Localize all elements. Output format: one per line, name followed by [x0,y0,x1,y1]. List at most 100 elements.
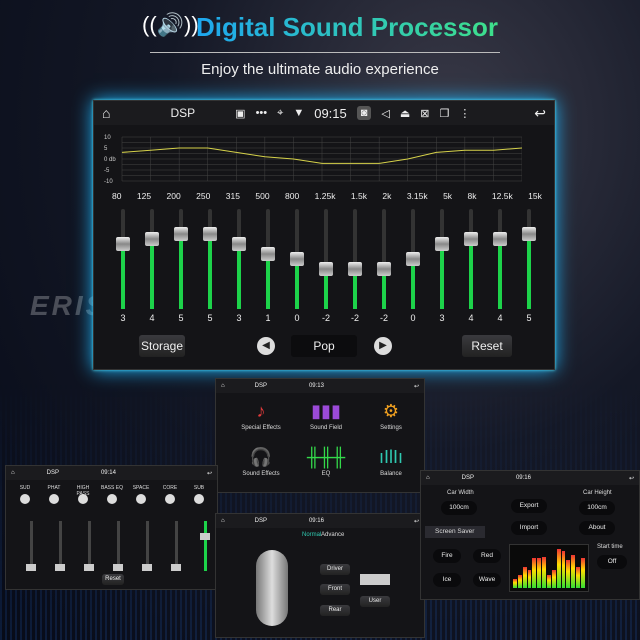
eq-slider[interactable] [319,209,333,309]
home-icon[interactable]: ⌂ [221,383,225,389]
eq-slider[interactable] [377,209,391,309]
home-icon[interactable]: ⌂ [426,475,430,481]
about-button[interactable]: About [579,521,615,535]
saver-wave[interactable]: Wave [473,573,501,587]
slider-handle[interactable] [435,237,449,251]
eq-slider[interactable] [290,209,304,309]
slider-handle[interactable] [493,232,507,246]
channel-slider[interactable] [146,521,149,571]
channel-toggle[interactable] [78,494,88,504]
eq-slider[interactable] [522,209,536,309]
home-icon[interactable]: ⌂ [102,105,111,121]
channel-toggle[interactable] [107,494,117,504]
slider-handle[interactable] [200,533,210,540]
prev-preset-button[interactable]: ◀ [257,337,275,355]
eq-slider[interactable] [348,209,362,309]
start-time-select[interactable]: Off [597,555,627,569]
channel-toggle[interactable] [49,494,59,504]
channel-slider[interactable] [88,521,91,571]
slider-handle[interactable] [406,252,420,266]
back-icon[interactable]: ↩ [206,470,212,477]
more-icon[interactable]: ••• [255,107,268,119]
saver-fire[interactable]: Fire [433,549,461,563]
eq-slider[interactable] [406,209,420,309]
channel-toggle[interactable] [136,494,146,504]
volume-icon[interactable]: ◁ [381,107,390,120]
menu-item-balance[interactable]: ıIlIı Balance [366,447,416,477]
channel-slider[interactable] [30,521,33,571]
eq-slider[interactable] [174,209,188,309]
eq-slider[interactable] [261,209,275,309]
user-button[interactable]: User [360,596,390,607]
car-width-select[interactable]: 100cm [441,501,477,515]
channel-slider[interactable] [175,521,178,571]
slider-handle[interactable] [26,564,36,571]
driver-button[interactable]: Driver [320,564,350,575]
camera-icon[interactable]: ◙ [356,106,372,120]
screen-icon[interactable]: ⊠ [420,107,430,120]
slider-handle[interactable] [203,227,217,241]
window-icon[interactable]: ❐ [439,107,450,120]
reset-button[interactable]: Reset [102,574,124,585]
user-slot[interactable] [360,574,390,585]
eq-slider[interactable] [493,209,507,309]
tab-advance[interactable]: Advance [321,532,345,538]
eq-slider[interactable] [145,209,159,309]
eq-slider[interactable] [116,209,130,309]
channel-toggle[interactable] [20,494,30,504]
eject-icon[interactable]: ⏏ [399,107,411,120]
slider-handle[interactable] [145,232,159,246]
slider-handle[interactable] [84,564,94,571]
front-button[interactable]: Front [320,584,350,595]
slider-handle[interactable] [116,237,130,251]
home-icon[interactable]: ⌂ [221,518,225,524]
eq-slider[interactable] [435,209,449,309]
tab-normal[interactable]: Normal [302,532,322,538]
channel-slider[interactable] [117,521,120,571]
slider-handle[interactable] [174,227,188,241]
menu-item-sound-effects[interactable]: 🎧 Sound Effects [236,447,286,477]
back-icon[interactable]: ↩ [628,475,634,482]
rear-button[interactable]: Rear [320,605,350,616]
eq-slider[interactable] [464,209,478,309]
slider-handle[interactable] [464,232,478,246]
slider-handle[interactable] [55,564,65,571]
reset-button[interactable]: Reset [462,335,512,357]
car-height-select[interactable]: 100cm [579,501,615,515]
eq-slider[interactable] [232,209,246,309]
back-icon[interactable]: ↩ [413,383,419,390]
slider-handle[interactable] [290,252,304,266]
slider-handle[interactable] [522,227,536,241]
slider-handle[interactable] [232,237,246,251]
slider-handle[interactable] [319,262,333,276]
menu-item-eq[interactable]: ╫╫╫ EQ [301,447,351,477]
slider-track[interactable] [353,209,357,309]
storage-button[interactable]: Storage [139,335,185,357]
import-button[interactable]: Import [511,521,547,535]
saver-red[interactable]: Red [473,549,501,563]
menu-item-settings[interactable]: ⚙ Settings [366,401,416,431]
slider-handle[interactable] [113,564,123,571]
home-icon[interactable]: ⌂ [11,470,15,476]
menu-item-special-effects[interactable]: ♪ Special Effects [236,401,286,431]
channel-slider[interactable] [59,521,62,571]
slider-track[interactable] [382,209,386,309]
menu-icon[interactable]: ⋮ [459,107,471,120]
next-preset-button[interactable]: ▶ [374,337,392,355]
slider-track[interactable] [324,209,328,309]
channel-toggle[interactable] [194,494,204,504]
saver-ice[interactable]: Ice [433,573,461,587]
menu-item-sound-field[interactable]: ▮▮▮ Sound Field [301,401,351,431]
slider-handle[interactable] [377,262,391,276]
export-button[interactable]: Export [511,499,547,513]
channel-toggle[interactable] [165,494,175,504]
back-icon[interactable]: ↩ [413,518,419,525]
screen-saver-tab[interactable]: Screen Saver [425,526,485,538]
slider-handle[interactable] [171,564,181,571]
eq-slider[interactable] [203,209,217,309]
channel-slider[interactable] [204,521,207,571]
slider-handle[interactable] [142,564,152,571]
slider-handle[interactable] [348,262,362,276]
slider-handle[interactable] [261,247,275,261]
back-icon[interactable]: ↩ [534,104,546,121]
